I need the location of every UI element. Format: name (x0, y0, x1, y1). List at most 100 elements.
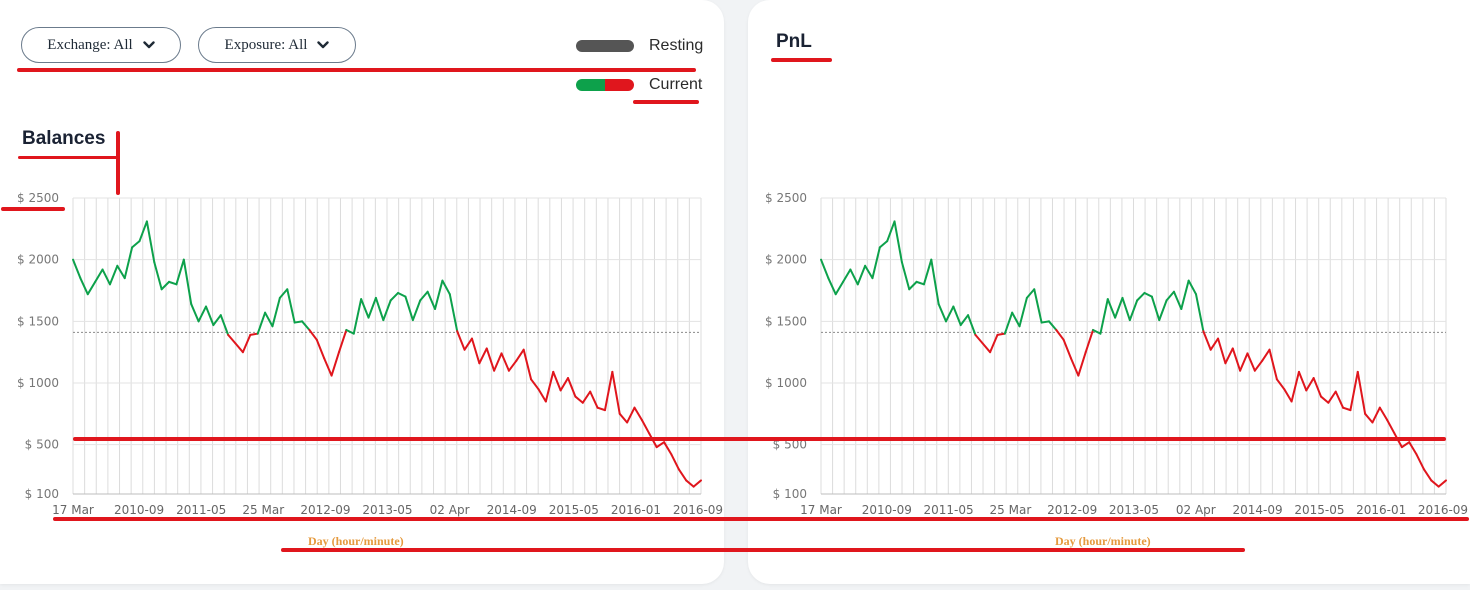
pnl-x-tick-label: 25 Mar (990, 503, 1032, 517)
balances-y-tick-label: $ 2000 (17, 253, 59, 267)
balances-series-segment (352, 298, 363, 335)
pnl-series-segment (1239, 352, 1249, 372)
balances-vertical-grid (72, 198, 702, 494)
pnl-series-segment (1070, 357, 1080, 377)
pnl-series-segment (1371, 406, 1381, 424)
pnl-series-segment (1062, 338, 1072, 360)
balances-series-segment (212, 314, 222, 327)
balances-series-segment (530, 378, 540, 391)
balances-series-segment (677, 468, 688, 482)
balances-series-segment (611, 370, 621, 415)
balances-series-segment (426, 290, 437, 310)
balances-series-segment (345, 328, 355, 335)
pnl-series-segment (1158, 299, 1168, 322)
balances-series-segment (448, 293, 459, 333)
pnl-series-segment (1150, 295, 1161, 322)
balances-y-tick-label: $ 2500 (17, 191, 59, 205)
balances-series-segment (692, 479, 702, 488)
pnl-series-segment (1312, 377, 1322, 398)
balances-x-tick-label: 2012-09 (300, 503, 350, 517)
pnl-series-segment (1268, 348, 1278, 381)
legend-current-label[interactable]: Current (649, 76, 703, 93)
pnl-series-segment (1217, 337, 1227, 365)
balances-x-tick-label: 2016-01 (611, 503, 661, 517)
balances-series-segment (478, 347, 488, 365)
balances-series-segment (234, 342, 244, 354)
pnl-series-segment (1378, 406, 1389, 421)
pnl-series-segment (908, 280, 918, 291)
balances-series-segment (168, 280, 178, 286)
pnl-x-tick-label: 2013-05 (1109, 503, 1159, 517)
balances-series-segment (153, 261, 163, 291)
balances-series-segment (175, 258, 185, 286)
balances-series-segment (574, 395, 584, 404)
balances-y-tick-label: $ 100 (25, 487, 59, 501)
balances-series-segment (633, 406, 643, 421)
balances-series-segment (330, 351, 340, 377)
balances-series-segment (522, 348, 533, 381)
pnl-x-tick-label: 2012-09 (1047, 503, 1097, 517)
balances-card: Exchange: All Exposure: All Resting Curr… (0, 0, 724, 584)
balances-series-segment (360, 298, 370, 319)
pnl-series-segment (1077, 351, 1087, 377)
pnl-series-segment (1003, 311, 1014, 335)
pnl-series-segment (1121, 296, 1131, 322)
pnl-series-segment (1114, 296, 1124, 319)
pnl-series-segment (915, 280, 925, 286)
balances-series-segment (404, 295, 414, 322)
pnl-series-segment (1209, 337, 1220, 351)
pnl-series-segment (1327, 390, 1337, 404)
pnl-series-segment (1349, 370, 1359, 412)
annotation-underline-ytick (1, 207, 65, 211)
pnl-series-segment (856, 264, 867, 286)
pnl-series-segment (1430, 479, 1440, 488)
exposure-dropdown-label: Exposure: All (224, 36, 308, 53)
pnl-series-segment (1290, 370, 1300, 403)
pnl-series-segment (1055, 328, 1065, 341)
pnl-series-segment (1342, 406, 1352, 412)
annotation-underline-filters (17, 68, 696, 72)
balances-series-segment (537, 388, 547, 403)
balances-series-segment (219, 314, 230, 336)
exchange-dropdown[interactable]: Exchange: All (21, 27, 181, 63)
pnl-x-tick-label: 02 Apr (1176, 503, 1216, 517)
balances-series-segment (286, 288, 296, 324)
pnl-series-segment (871, 246, 881, 280)
pnl-x-tick-label: 2010-09 (862, 503, 912, 517)
balances-series-segment (101, 268, 111, 286)
pnl-series-segment (959, 314, 970, 327)
balances-series-segment (337, 328, 348, 354)
legend-resting-label[interactable]: Resting (649, 37, 704, 54)
pnl-series-segment (1025, 288, 1036, 299)
pnl-series-segment (1246, 352, 1256, 372)
pnl-series-segment (989, 333, 999, 354)
legend-current-swatch[interactable] (576, 79, 634, 91)
pnl-series-segment (1415, 453, 1425, 471)
pnl-series-segment (1165, 290, 1175, 302)
balances-series-segment (204, 305, 215, 327)
pnl-series-line (820, 220, 1447, 488)
balances-series-segment (108, 264, 119, 286)
pnl-series-segment (1386, 419, 1396, 435)
pnl-chart: $ 2500 $ 2000 $ 1500 $ 1000 $ 500 $ 100 17 Mar… (765, 191, 1468, 517)
pnl-series-segment (900, 261, 911, 291)
balances-series-segment (323, 357, 333, 377)
pnl-series-segment (1084, 328, 1095, 354)
exposure-dropdown[interactable]: Exposure: All (198, 27, 356, 63)
balances-series-segment (86, 280, 97, 296)
pnl-series-segment (967, 314, 977, 336)
pnl-series-segment (834, 280, 845, 296)
balances-series-segment (397, 291, 407, 298)
pnl-series-segment (1261, 348, 1271, 362)
balances-y-tick-label: $ 500 (25, 438, 59, 452)
pnl-series-segment (974, 333, 984, 345)
balances-series-segment (367, 296, 377, 319)
pnl-x-tick-label: 2014-09 (1233, 503, 1283, 517)
balances-series-segment (463, 337, 473, 351)
legend-resting-swatch[interactable] (576, 40, 634, 52)
balances-x-tick-label: 2013-05 (362, 503, 412, 517)
pnl-series-segment (886, 220, 896, 243)
balances-series-segment (308, 328, 318, 341)
balances-series-segment (293, 320, 304, 324)
pnl-series-segment (1320, 395, 1330, 404)
